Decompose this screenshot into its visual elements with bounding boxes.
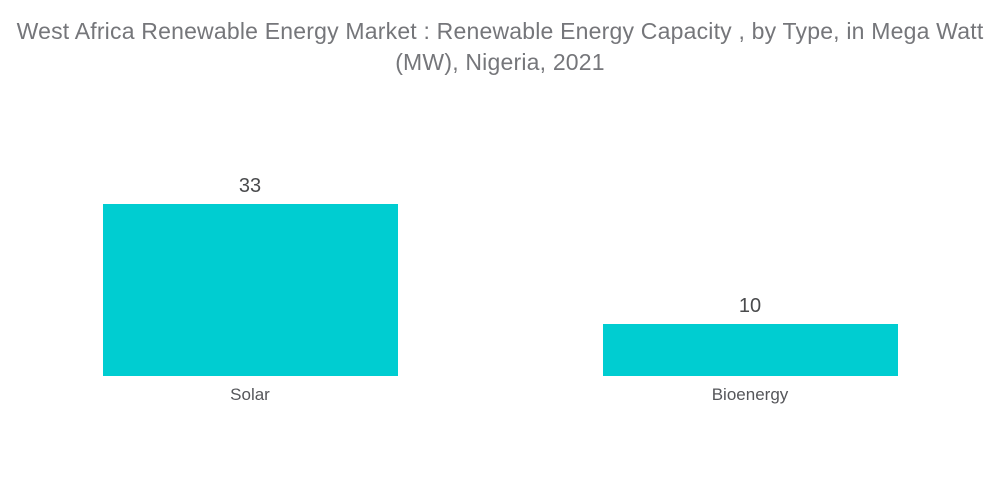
plot-area: 33 10 xyxy=(0,0,1000,376)
chart-title: West Africa Renewable Energy Market : Re… xyxy=(0,16,1000,78)
bar-slot-solar: 33 xyxy=(0,0,500,376)
category-axis-labels: Solar Bioenergy xyxy=(0,384,1000,405)
chart-title-line-1: West Africa Renewable Energy Market : Re… xyxy=(16,18,984,44)
bar-bioenergy xyxy=(602,324,898,376)
category-label-solar: Solar xyxy=(230,385,270,404)
category-label-bioenergy: Bioenergy xyxy=(711,385,789,404)
chart-title-line-2: (MW), Nigeria, 2021 xyxy=(395,49,605,75)
bar-slot-bioenergy: 10 xyxy=(500,0,1000,376)
bar-value-label-bioenergy: 10 xyxy=(738,295,762,317)
bar-value-label-solar: 33 xyxy=(238,175,262,197)
bar-solar xyxy=(102,204,398,376)
